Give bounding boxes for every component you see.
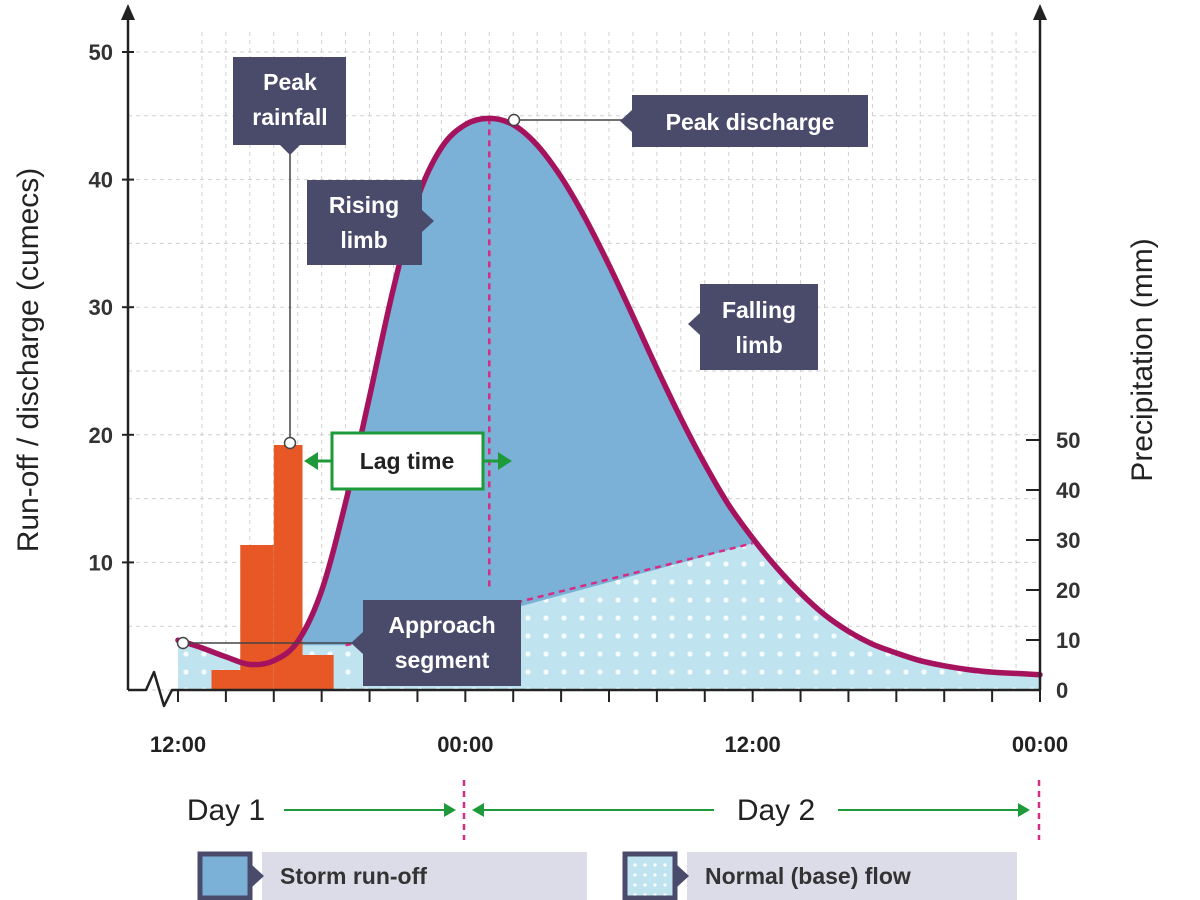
falling-limb-label-line: Falling: [722, 297, 796, 323]
rainfall-bar: [240, 545, 274, 690]
rising-limb-label-line: Rising: [329, 192, 399, 218]
rising-limb-pointer: [422, 210, 434, 232]
approach-start-marker: [176, 636, 190, 650]
right-tick-label: 10: [1056, 628, 1080, 653]
legend-item: Normal (base) flow: [622, 851, 1017, 900]
peak-rainfall-box: [233, 57, 346, 145]
legend-label-bg: [262, 852, 587, 900]
peak-rainfall-label: Peak rainfall: [252, 69, 327, 130]
peak-discharge-pointer: [620, 110, 632, 132]
x-time-label: 12:00: [150, 732, 206, 757]
legend-label: Normal (base) flow: [705, 863, 911, 889]
legend-item: Storm run-off: [197, 851, 587, 900]
right-tick-label: 50: [1056, 428, 1080, 453]
peak-rainfall-label-line: Peak: [263, 69, 317, 95]
chart-axes: 10 20 30 40 50 0 10 20 30 40 50 12:00 00:00 12:00 00:0…: [12, 4, 1159, 757]
peak-discharge-label: Peak discharge: [666, 109, 835, 135]
rising-limb-box: [307, 180, 422, 265]
lag-arrow-left-icon: [304, 452, 318, 470]
left-tick-label: 10: [89, 550, 113, 575]
falling-limb-label: Falling limb: [722, 297, 796, 358]
rising-limb-label: Rising limb: [329, 192, 399, 253]
right-tick-label: 40: [1056, 478, 1080, 503]
right-tick-label: 0: [1056, 678, 1068, 703]
day2-arrow-left-icon: [472, 803, 484, 817]
lag-arrow-right-icon: [498, 452, 512, 470]
right-tick-label: 30: [1056, 528, 1080, 553]
day2-label: Day 2: [737, 794, 815, 827]
discharge-curve-group: [175, 115, 1043, 678]
peak-discharge-marker: [507, 113, 521, 127]
peak-rainfall-pointer: [280, 145, 300, 155]
right-tick-label: 20: [1056, 578, 1080, 603]
falling-limb-pointer: [688, 313, 700, 335]
legend-pointer-icon: [252, 865, 264, 887]
day1-arrow-icon: [444, 803, 456, 817]
y-left-axis-title: Run-off / discharge (cumecs): [12, 168, 45, 553]
approach-segment-label: Approach segment: [388, 612, 495, 673]
day2-arrow-right-icon: [1018, 803, 1030, 817]
left-tick-label: 50: [89, 40, 113, 65]
approach-segment-pointer: [351, 632, 363, 654]
storm-runoff-area: [178, 118, 1040, 690]
falling-limb-box: [700, 284, 818, 370]
legend-label-bg: [687, 852, 1017, 900]
legend-pointer-icon: [677, 865, 689, 887]
rising-limb-label-line: limb: [340, 227, 387, 253]
left-tick-label: 20: [89, 423, 113, 448]
discharge-curve: [175, 115, 1043, 678]
x-time-label: 12:00: [725, 732, 781, 757]
legend-swatch: [197, 851, 253, 900]
falling-limb-label-line: limb: [735, 332, 782, 358]
approach-segment-label-line: segment: [395, 647, 490, 673]
chart-legend: Storm run-off Normal (base) flow: [197, 851, 1017, 900]
right-axis-arrow-icon: [1033, 4, 1047, 20]
left-tick-label: 30: [89, 295, 113, 320]
peak-rainfall-marker: [283, 436, 297, 450]
x-time-label: 00:00: [437, 732, 493, 757]
y-right-axis-title: Precipitation (mm): [1126, 238, 1159, 481]
day1-label: Day 1: [187, 794, 265, 827]
legend-swatch: [622, 851, 678, 900]
legend-label: Storm run-off: [280, 863, 427, 889]
approach-segment-label-line: Approach: [388, 612, 495, 638]
left-axis-arrow-icon: [121, 4, 135, 20]
rainfall-bar: [302, 655, 334, 690]
lag-time-label: Lag time: [360, 448, 455, 474]
approach-segment-box: [363, 600, 521, 686]
lag-time-box: [330, 431, 485, 491]
x-time-label: 00:00: [1012, 732, 1068, 757]
x-axis-line: [128, 670, 1040, 708]
peak-discharge-box: [632, 95, 868, 147]
left-tick-label: 40: [89, 168, 113, 193]
peak-rainfall-label-line: rainfall: [252, 104, 327, 130]
